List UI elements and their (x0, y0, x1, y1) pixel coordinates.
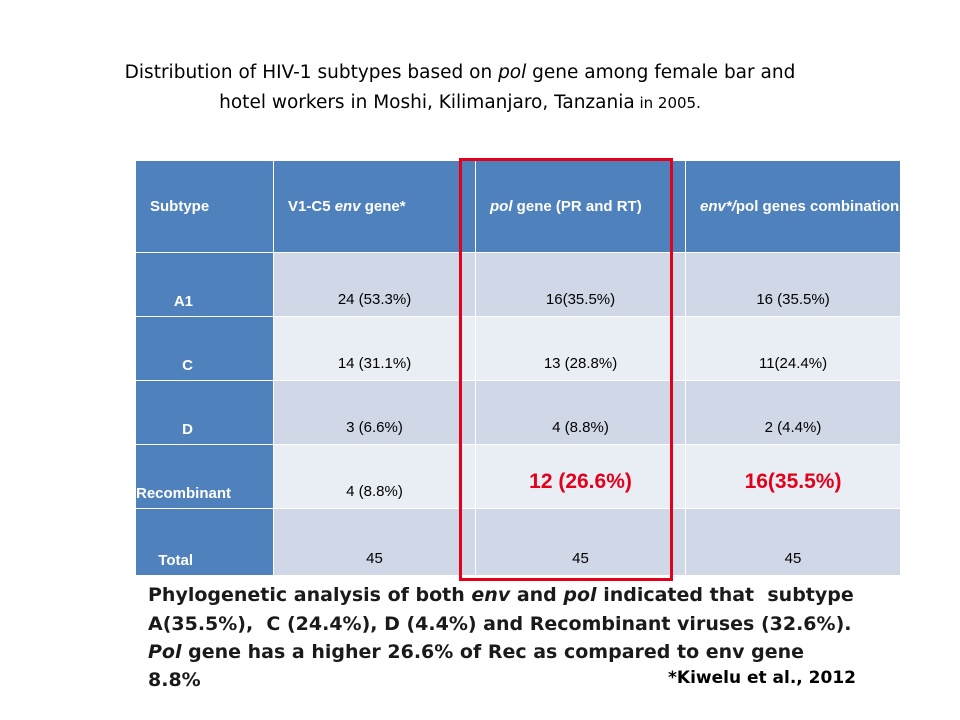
table-cell: 16(35.5%) (475, 252, 687, 317)
header-cell: V1-C5 env gene* (273, 160, 477, 253)
header-cell: env*/pol genes combination (685, 160, 902, 253)
note-line: A(35.5%), C (24.4%), D (4.4%) and Recomb… (148, 613, 851, 635)
header-text: gene* (360, 197, 406, 215)
table-row: A1 24 (53.3%) 16(35.5%) 16 (35.5%) (134, 252, 902, 317)
title-line: hotel workers in Moshi, Kilimanjaro, Tan… (0, 92, 920, 113)
table-cell: 4 (8.8%) (273, 444, 477, 509)
table-cell: 13 (28.8%) (475, 316, 687, 381)
table-cell: 14 (31.1%) (273, 316, 477, 381)
note-text: env (471, 584, 511, 606)
title-text: Distribution of HIV-1 subtypes based on (124, 62, 499, 83)
row-label: A1 (134, 252, 275, 317)
table-cell: 11(24.4%) (685, 316, 902, 381)
table-cell: 24 (53.3%) (273, 252, 477, 317)
header-cell: pol gene (PR and RT) (475, 160, 687, 253)
note-text: indicated that subtype (596, 584, 854, 606)
title-text: hotel workers in Moshi, Kilimanjaro, Tan… (219, 92, 635, 113)
table-cell: 16 (35.5%) (685, 252, 902, 317)
note-text: pol (563, 584, 597, 606)
table-cell: 2 (4.4%) (685, 380, 902, 445)
note-text: Pol (148, 641, 182, 663)
subtype-table: Subtype V1-C5 env gene* pol gene (PR and… (134, 160, 902, 576)
row-label: C (134, 316, 275, 381)
highlight-box (459, 158, 673, 581)
note-line: Pol gene has a higher 26.6% of Rec as co… (148, 641, 804, 663)
note-text: gene has a higher 26.6% of Rec as compar… (181, 641, 805, 663)
row-label: Total (134, 508, 275, 576)
row-label: D (134, 380, 275, 445)
table-cell: 16(35.5%) (685, 444, 902, 509)
title-text: gene among female bar and (526, 62, 796, 83)
table-cell: 45 (685, 508, 902, 576)
table-row: Recombinant 4 (8.8%) 12 (26.6%) 16(35.5%) (134, 444, 902, 509)
table-cell: 45 (475, 508, 687, 576)
table-cell: 12 (26.6%) (475, 444, 687, 509)
header-text: gene (PR and RT) (512, 197, 642, 215)
header-text: pol genes combination (735, 197, 900, 215)
note-text: 8.8% (148, 669, 201, 691)
header-text: env (334, 197, 361, 215)
header-text: V1-C5 (288, 197, 335, 215)
row-label: Recombinant (134, 444, 275, 509)
note-text: and (510, 584, 564, 606)
note-line: 8.8% (148, 669, 201, 691)
header-text: Subtype (150, 197, 210, 215)
table-cell: 3 (6.6%) (273, 380, 477, 445)
header-cell: Subtype (134, 160, 275, 253)
note-text: Phylogenetic analysis of both (148, 584, 472, 606)
title-text: in 2005. (634, 94, 701, 112)
table-row: C 14 (31.1%) 13 (28.8%) 11(24.4%) (134, 316, 902, 381)
note-text: A(35.5%), C (24.4%), D (4.4%) and Recomb… (148, 613, 852, 635)
header-text: pol (490, 197, 513, 215)
citation: *Kiwelu et al., 2012 (668, 668, 856, 688)
title-text: pol (498, 62, 527, 83)
title-line: Distribution of HIV-1 subtypes based on … (0, 62, 920, 83)
table-cell: 45 (273, 508, 477, 576)
table-row: Total 45 45 45 (134, 508, 902, 576)
header-row: Subtype V1-C5 env gene* pol gene (PR and… (134, 160, 902, 253)
header-text: env*/ (700, 197, 736, 215)
note-line: Phylogenetic analysis of both env and po… (148, 584, 854, 606)
